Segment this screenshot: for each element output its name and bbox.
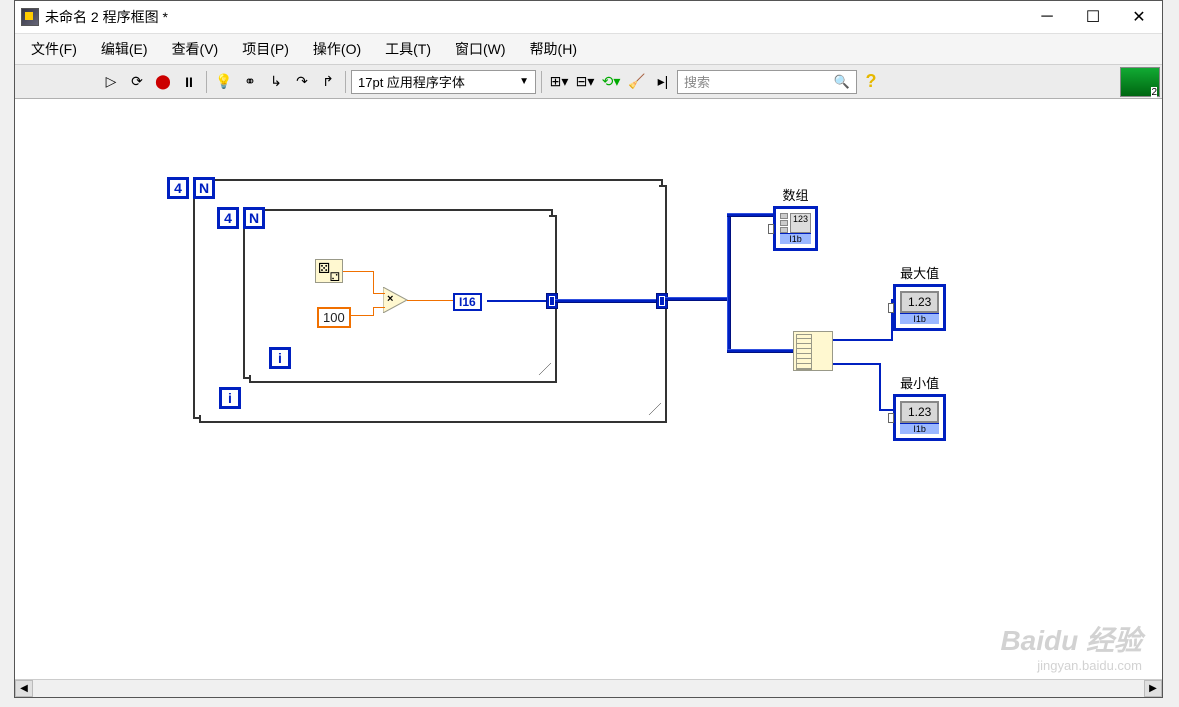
distribute-button[interactable]: ⊟▾ xyxy=(573,70,597,94)
wire xyxy=(349,315,373,316)
menubar: 文件(F) 编辑(E) 查看(V) 项目(P) 操作(O) 工具(T) 窗口(W… xyxy=(15,33,1162,65)
window-controls: ─ ☐ ✕ xyxy=(1024,1,1162,33)
indicator-terminal xyxy=(888,413,894,423)
wire xyxy=(833,363,881,365)
inner-loop-i-terminal[interactable]: i xyxy=(269,347,291,369)
array-indicator[interactable]: 数组 123 I1b xyxy=(773,185,818,251)
wire xyxy=(665,297,729,301)
corner-fold-icon xyxy=(647,403,661,417)
wire xyxy=(879,409,893,411)
vi-icon-panel[interactable]: 2 xyxy=(1120,67,1160,97)
font-selector[interactable]: 17pt 应用程序字体 ▼ xyxy=(351,70,536,94)
wire xyxy=(833,339,893,341)
app-window: 未命名 2 程序框图 * ─ ☐ ✕ 文件(F) 编辑(E) 查看(V) 项目(… xyxy=(14,0,1163,698)
menu-view[interactable]: 查看(V) xyxy=(160,35,231,63)
run-button[interactable]: ▷ xyxy=(99,70,123,94)
search-placeholder: 搜索 xyxy=(684,72,710,91)
menu-tools[interactable]: 工具(T) xyxy=(373,35,443,63)
close-button[interactable]: ✕ xyxy=(1116,1,1162,33)
wire xyxy=(727,213,731,353)
reorder-button[interactable]: 🧹 xyxy=(625,70,649,94)
wire xyxy=(727,213,777,217)
outer-loop-tunnel[interactable] xyxy=(656,293,668,309)
watermark: Baidu 经验 xyxy=(1000,619,1142,659)
wire xyxy=(373,271,374,293)
watermark-sub: jingyan.baidu.com xyxy=(1037,658,1142,673)
font-label: 17pt 应用程序字体 xyxy=(358,72,465,91)
step-into-button[interactable]: ↳ xyxy=(264,70,288,94)
max-indicator[interactable]: 最大值 1.23 I1b xyxy=(893,263,946,331)
horizontal-scrollbar[interactable]: ◀ ▶ xyxy=(15,679,1162,697)
corner-fold-icon xyxy=(537,363,551,377)
retain-wire-button[interactable]: ⚭ xyxy=(238,70,262,94)
inner-loop-count-terminal[interactable]: 4 xyxy=(217,207,239,229)
menu-edit[interactable]: 编辑(E) xyxy=(89,35,160,63)
array-max-min-node[interactable] xyxy=(793,331,833,371)
step-over-button[interactable]: ↷ xyxy=(290,70,314,94)
multiply-node[interactable]: × xyxy=(383,287,409,316)
menu-window[interactable]: 窗口(W) xyxy=(443,35,518,63)
block-diagram-canvas[interactable]: 4 N i 4 N i 100 × I16 xyxy=(15,99,1162,679)
indicator-terminal xyxy=(888,303,894,313)
scroll-right-button[interactable]: ▶ xyxy=(1144,680,1162,697)
help-button[interactable]: ? xyxy=(859,70,883,94)
array-indicator-label: 数组 xyxy=(773,185,818,204)
min-indicator[interactable]: 最小值 1.23 I1b xyxy=(893,373,946,441)
menu-operate[interactable]: 操作(O) xyxy=(301,35,373,63)
wire xyxy=(343,271,373,272)
dropdown-arrow-icon: ▼ xyxy=(519,76,529,87)
wire xyxy=(555,299,659,303)
maximize-button[interactable]: ☐ xyxy=(1070,1,1116,33)
wire xyxy=(373,307,374,316)
to-i16-cast-node[interactable]: I16 xyxy=(453,293,482,311)
wire xyxy=(487,300,553,302)
app-icon xyxy=(21,8,39,26)
outer-loop-i-terminal[interactable]: i xyxy=(219,387,241,409)
min-indicator-label: 最小值 xyxy=(893,373,946,392)
indicator-terminal xyxy=(768,224,774,234)
scroll-left-button[interactable]: ◀ xyxy=(15,680,33,697)
inner-for-loop[interactable]: 4 N i 100 × I16 xyxy=(243,209,553,379)
toolbar: ▷ ⟳ ⬤ II 💡 ⚭ ↳ ↷ ↱ 17pt 应用程序字体 ▼ ⊞▾ ⊟▾ ⟲… xyxy=(15,65,1162,99)
wire xyxy=(879,363,881,411)
abort-button[interactable]: ⬤ xyxy=(151,70,175,94)
outer-for-loop[interactable]: 4 N i 4 N i 100 × I16 xyxy=(193,179,663,419)
inner-loop-n-terminal[interactable]: N xyxy=(243,207,265,229)
menu-help[interactable]: 帮助(H) xyxy=(518,35,589,63)
outer-loop-count-terminal[interactable]: 4 xyxy=(167,177,189,199)
window-title: 未命名 2 程序框图 * xyxy=(45,7,1024,27)
wire xyxy=(373,307,385,308)
outer-loop-n-terminal[interactable]: N xyxy=(193,177,215,199)
menu-file[interactable]: 文件(F) xyxy=(19,35,89,63)
vi-count: 2 xyxy=(1151,87,1157,98)
random-number-node[interactable] xyxy=(315,259,343,283)
pause-button[interactable]: II xyxy=(177,70,201,94)
menu-project[interactable]: 项目(P) xyxy=(230,35,301,63)
minimize-button[interactable]: ─ xyxy=(1024,1,1070,33)
highlight-exec-button[interactable]: 💡 xyxy=(212,70,236,94)
search-icon: 🔍 xyxy=(834,74,850,90)
numeric-constant[interactable]: 100 xyxy=(317,307,351,328)
wire xyxy=(727,349,793,353)
wire xyxy=(373,293,385,294)
search-input[interactable]: 搜索 🔍 xyxy=(677,70,857,94)
cleanup-button[interactable]: ▸| xyxy=(651,70,675,94)
wire xyxy=(407,300,453,301)
scroll-track[interactable] xyxy=(33,680,1144,697)
resize-button[interactable]: ⟲▾ xyxy=(599,70,623,94)
max-indicator-label: 最大值 xyxy=(893,263,946,282)
align-button[interactable]: ⊞▾ xyxy=(547,70,571,94)
step-out-button[interactable]: ↱ xyxy=(316,70,340,94)
titlebar: 未命名 2 程序框图 * ─ ☐ ✕ xyxy=(15,1,1162,33)
run-continuous-button[interactable]: ⟳ xyxy=(125,70,149,94)
